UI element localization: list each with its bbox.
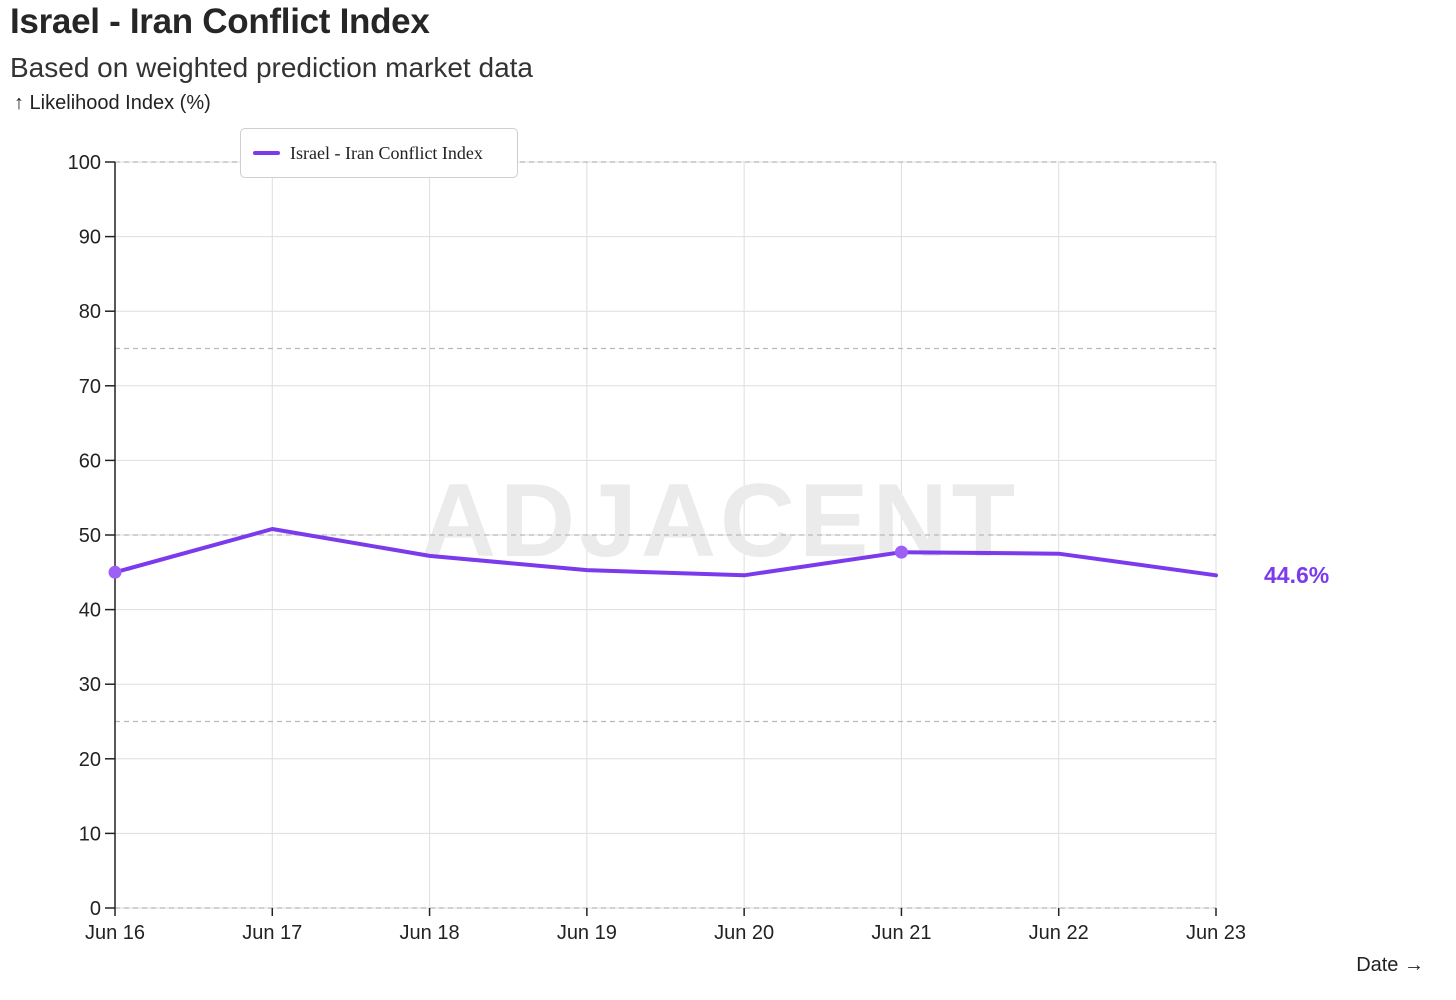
x-tick-label: Jun 23 [1186,922,1246,944]
x-axis-label: Date → [1356,954,1424,976]
series-layer [108,527,1218,579]
x-tick-label: Jun 22 [1029,922,1089,944]
y-tick-label: 60 [79,450,101,472]
y-tick-label: 0 [90,898,101,920]
x-tick-label: Jun 17 [242,922,302,944]
legend-entry-label: Israel - Iran Conflict Index [290,142,483,163]
y-tick-label: 50 [79,525,101,547]
x-tick-label: Jun 18 [400,922,460,944]
y-tick-label: 40 [79,600,101,622]
y-tick-label: 10 [79,823,101,845]
y-tick-label: 80 [79,301,101,323]
y-tick-label: 100 [68,152,101,174]
axes: 0 10 20 30 40 50 60 70 80 90 100 Jun 16 Jun 17 Jun 18… [68,152,1246,944]
y-tick-label: 90 [79,227,101,249]
legend: Israel - Iran Conflict Index [240,128,518,178]
grid-layer [114,161,1217,909]
watermark-text: ADJACENT [421,463,1019,579]
y-tick-label: 30 [79,674,101,696]
legend-swatch [253,151,280,155]
data-point [108,565,122,579]
x-tick-label: Jun 16 [85,922,145,944]
y-axis-label: ↑ Likelihood Index (%) [14,92,211,114]
chart-title: Israel - Iran Conflict Index [10,2,430,41]
series-line [113,527,1218,578]
x-tick-label: Jun 19 [557,922,617,944]
data-point [894,545,908,559]
x-tick-label: Jun 20 [714,922,774,944]
y-tick-label: 20 [79,749,101,771]
last-value-label: 44.6% [1264,562,1329,588]
x-tick-label: Jun 21 [871,922,931,944]
chart-subtitle: Based on weighted prediction market data [10,52,533,83]
y-tick-label: 70 [79,376,101,398]
